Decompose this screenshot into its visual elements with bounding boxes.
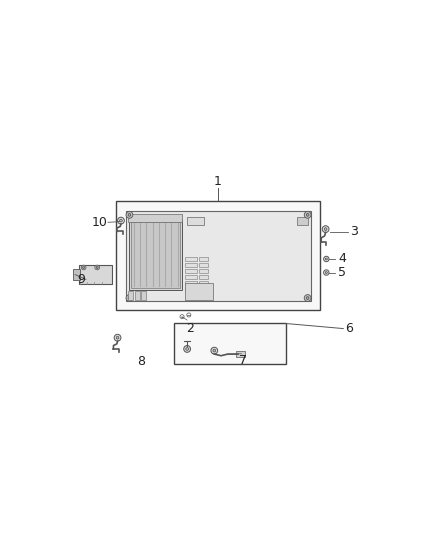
Circle shape — [117, 217, 124, 224]
Circle shape — [126, 295, 133, 302]
Text: 5: 5 — [338, 266, 346, 279]
Text: 10: 10 — [92, 216, 107, 229]
Text: 1: 1 — [214, 175, 222, 188]
Text: 4: 4 — [338, 253, 346, 265]
Circle shape — [306, 214, 309, 216]
Text: 8: 8 — [137, 355, 145, 368]
Bar — [185, 256, 197, 261]
Bar — [185, 269, 197, 273]
Circle shape — [213, 349, 215, 352]
Bar — [199, 275, 208, 279]
Bar — [185, 287, 197, 291]
Bar — [199, 281, 208, 285]
Circle shape — [83, 266, 85, 269]
Circle shape — [304, 295, 311, 302]
Bar — [134, 291, 140, 300]
Bar — [74, 269, 80, 280]
Bar — [131, 222, 180, 288]
Circle shape — [116, 336, 119, 339]
Bar — [199, 287, 208, 291]
Text: 6: 6 — [345, 322, 353, 335]
Circle shape — [324, 270, 329, 275]
Bar — [185, 263, 197, 267]
Circle shape — [126, 212, 133, 218]
Circle shape — [186, 348, 188, 350]
Bar — [185, 275, 197, 279]
Circle shape — [95, 265, 99, 270]
Circle shape — [322, 225, 329, 232]
Text: 2: 2 — [187, 322, 194, 335]
Circle shape — [120, 219, 122, 222]
Bar — [116, 201, 320, 310]
Bar — [128, 291, 133, 300]
Bar — [78, 265, 113, 285]
Bar — [199, 269, 208, 273]
Bar — [141, 291, 146, 300]
Bar — [126, 212, 311, 302]
Circle shape — [211, 347, 218, 354]
Bar — [187, 216, 204, 225]
Bar — [130, 220, 182, 289]
Circle shape — [304, 212, 311, 218]
Bar — [185, 282, 212, 300]
Circle shape — [324, 228, 327, 230]
Bar — [173, 324, 286, 364]
Circle shape — [81, 265, 86, 270]
Bar — [128, 214, 182, 222]
Circle shape — [128, 214, 131, 216]
Text: 7: 7 — [239, 354, 247, 367]
Bar — [199, 256, 208, 261]
Bar — [297, 216, 307, 225]
Circle shape — [325, 258, 327, 260]
Text: 9: 9 — [78, 273, 85, 286]
Circle shape — [306, 297, 309, 300]
Circle shape — [96, 266, 98, 269]
Circle shape — [128, 297, 131, 300]
Circle shape — [184, 345, 191, 352]
Bar — [185, 281, 197, 285]
Text: 3: 3 — [350, 225, 358, 238]
Bar — [237, 351, 245, 358]
Circle shape — [324, 256, 329, 262]
Circle shape — [325, 271, 327, 273]
Bar — [199, 263, 208, 267]
Circle shape — [114, 334, 121, 341]
